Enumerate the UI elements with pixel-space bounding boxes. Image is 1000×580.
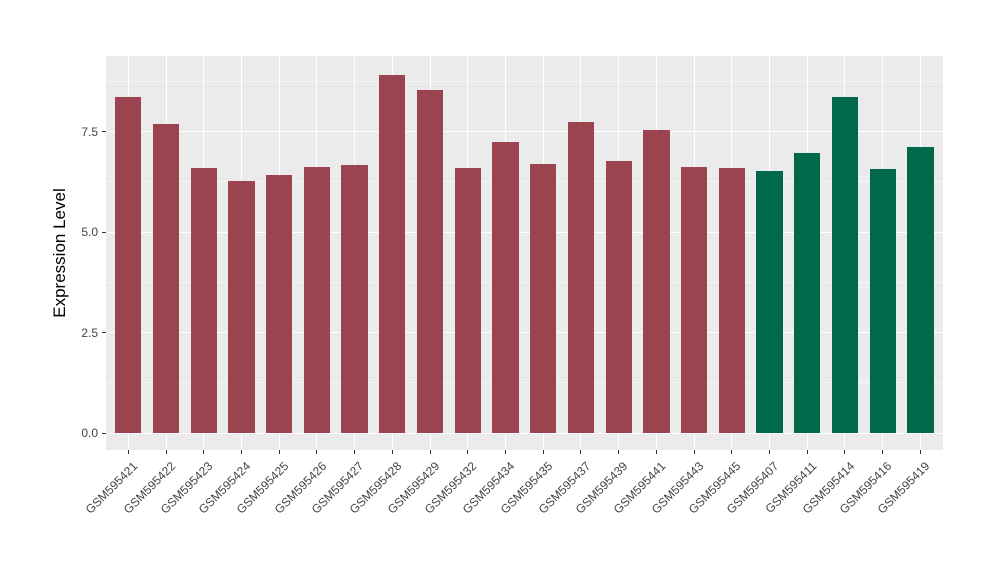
x-tick (127, 450, 129, 454)
bar-GSM595424 (228, 181, 255, 434)
x-tick (316, 450, 318, 454)
plot-panel (106, 56, 943, 450)
gridline-major (106, 231, 943, 233)
y-tick (102, 432, 106, 434)
x-tick (429, 450, 431, 454)
bar-GSM595437 (567, 122, 595, 434)
bar-GSM595426 (303, 166, 331, 434)
x-tick (882, 450, 884, 454)
y-tick (102, 231, 106, 233)
y-tick (102, 332, 106, 334)
x-tick (504, 450, 506, 454)
bar-GSM595427 (341, 164, 368, 434)
y-tick-label: 5.0 (81, 225, 98, 240)
gridline-minor (106, 281, 943, 283)
x-tick (203, 450, 205, 454)
gridline-major (106, 131, 943, 133)
bar-GSM595423 (190, 168, 217, 434)
y-tick-label: 7.5 (81, 124, 98, 139)
bar-GSM595434 (492, 141, 519, 434)
bar-GSM595425 (266, 175, 293, 434)
bar-GSM595416 (869, 169, 896, 434)
gridline-major (106, 332, 943, 334)
x-tick (655, 450, 657, 454)
x-tick (391, 450, 393, 454)
x-tick (769, 450, 771, 454)
bar-GSM595407 (756, 171, 783, 434)
y-tick-label: 2.5 (81, 325, 98, 340)
bar-GSM595441 (643, 129, 670, 434)
y-tick-label: 0.0 (81, 426, 98, 441)
bar-GSM595419 (907, 146, 934, 434)
x-tick (240, 450, 242, 454)
bar-GSM595445 (718, 167, 745, 434)
bar-GSM595435 (530, 163, 557, 434)
x-tick (542, 450, 544, 454)
x-tick (693, 450, 695, 454)
bar-GSM595439 (605, 160, 632, 434)
x-tick (580, 450, 582, 454)
x-tick (165, 450, 167, 454)
bar-GSM595421 (115, 97, 142, 434)
x-tick (618, 450, 620, 454)
x-tick (354, 450, 356, 454)
gridline-minor (106, 382, 943, 384)
x-tick (806, 450, 808, 454)
bar-GSM595443 (680, 166, 708, 434)
x-tick (467, 450, 469, 454)
bar-GSM595432 (454, 167, 481, 434)
x-tick (844, 450, 846, 454)
gridline-major (106, 432, 943, 434)
y-axis-title: Expression Level (50, 188, 69, 318)
gridline-minor (106, 80, 943, 82)
bar-GSM595411 (794, 152, 821, 434)
bar-GSM595429 (416, 90, 444, 434)
gridline-minor (106, 181, 943, 183)
x-tick (731, 450, 733, 454)
bar-GSM595414 (831, 97, 859, 434)
bar-GSM595428 (379, 75, 406, 434)
bar-GSM595422 (152, 123, 180, 434)
x-tick (919, 450, 921, 454)
x-tick (278, 450, 280, 454)
y-tick (102, 131, 106, 133)
